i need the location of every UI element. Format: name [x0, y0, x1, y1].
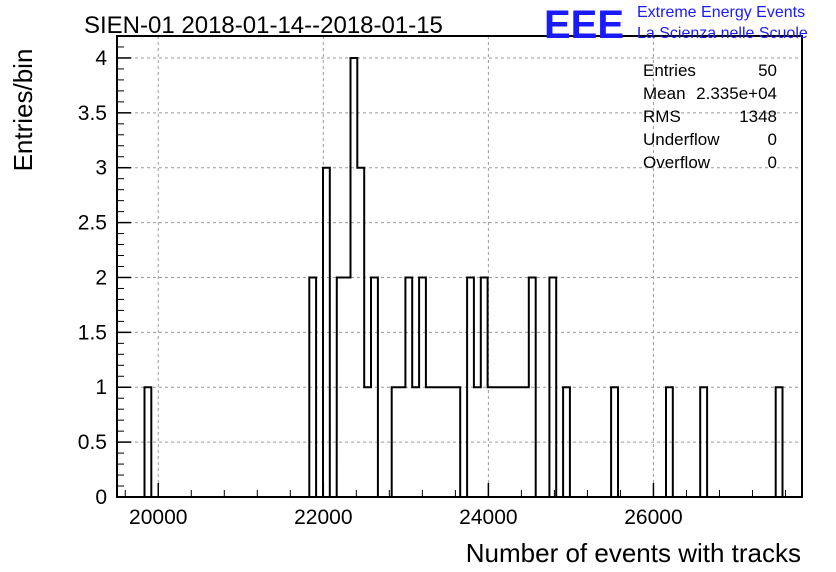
chart-title: SIEN-01 2018-01-14--2018-01-15 [84, 12, 443, 39]
stats-label: Entries [643, 61, 696, 80]
histogram-outline [143, 57, 784, 498]
stats-label: RMS [643, 107, 681, 126]
y-tick-label: 2.5 [78, 212, 107, 235]
eee-logo-mark: EEE [544, 3, 624, 47]
y-tick-label: 3.5 [78, 102, 107, 125]
tick-labels: 0 0.5 1 1.5 2 2.5 3 3.5 4 20000 22000 24000 26000 [78, 47, 683, 529]
y-tick-label: 0 [95, 486, 107, 509]
y-tick-label: 1.5 [78, 321, 107, 344]
stats-value: 0 [768, 130, 777, 149]
stats-value: 1348 [739, 107, 777, 126]
stats-label: Overflow [643, 153, 711, 172]
y-axis-label: Entries/bin [8, 49, 38, 172]
axis-ticks [117, 46, 786, 498]
stats-value: 2.335e+04 [696, 84, 777, 103]
y-tick-label: 2 [95, 266, 107, 289]
logo-line2: La Scienza nelle Scuole [637, 25, 808, 42]
x-tick-label: 26000 [624, 506, 682, 529]
x-axis-label: Number of events with tracks [466, 538, 801, 568]
stats-value: 50 [758, 61, 777, 80]
y-tick-label: 3 [95, 157, 107, 180]
histogram-bins [144, 58, 782, 497]
stats-label: Mean [643, 84, 686, 103]
x-tick-label: 22000 [294, 506, 352, 529]
stats-label: Underflow [643, 130, 720, 149]
logo-line1: Extreme Energy Events [637, 4, 805, 21]
stats-box: Entries 50 Mean 2.335e+04 RMS 1348 Underflow 0 O… [643, 61, 777, 172]
x-tick-label: 24000 [459, 506, 517, 529]
y-tick-label: 1 [95, 376, 107, 399]
grid-lines [117, 36, 802, 497]
y-tick-label: 4 [95, 47, 107, 70]
stats-value: 0 [768, 153, 777, 172]
y-tick-label: 0.5 [78, 431, 107, 454]
x-tick-label: 20000 [129, 506, 187, 529]
eee-logo: EEE Extreme Energy Events La Scienza nel… [544, 3, 808, 47]
